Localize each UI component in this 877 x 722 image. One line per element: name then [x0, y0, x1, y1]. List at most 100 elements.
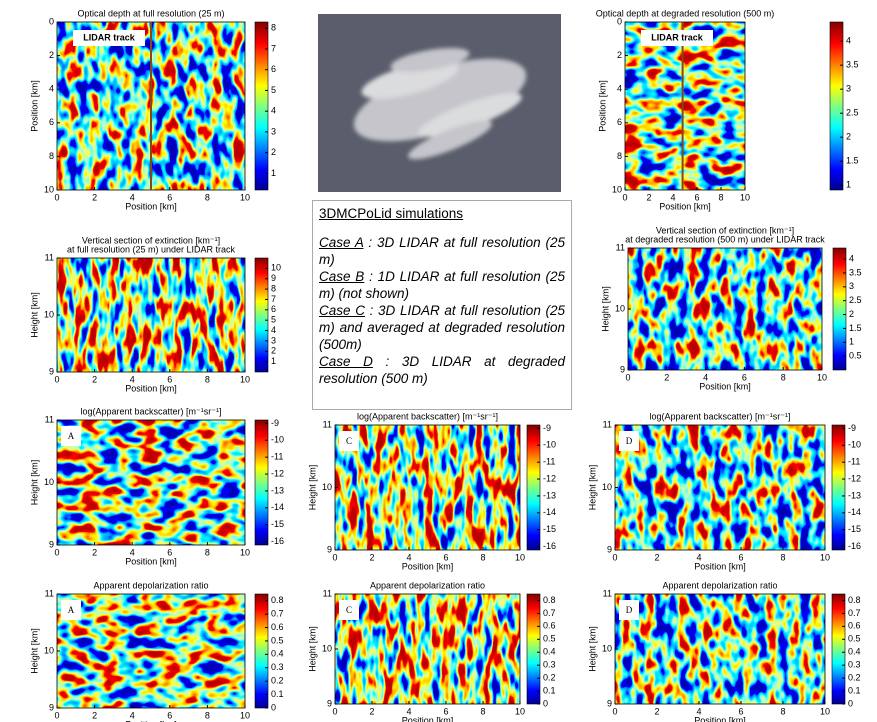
colorbar-tick-label: 1	[271, 168, 276, 178]
x-axis-label: Position [km]	[659, 201, 711, 211]
chart-title: Optical depth at degraded resolution (50…	[596, 8, 775, 18]
x-tick-label: 8	[781, 372, 786, 382]
x-tick-label: 10	[515, 706, 525, 716]
x-tick-label: 2	[92, 192, 97, 202]
colorbar-tick-label: 1	[849, 337, 854, 347]
x-tick-label: 4	[130, 192, 135, 202]
colorbar-tick-label: 1	[846, 180, 851, 190]
y-tick-label: 4	[49, 84, 54, 94]
x-tick-label: 10	[240, 374, 250, 384]
colorbar	[254, 419, 269, 546]
x-tick-label: 6	[738, 706, 743, 716]
colorbar-tick-label: 3	[271, 126, 276, 136]
colorbar-tick-label: 0.5	[849, 351, 862, 361]
colorbar	[254, 593, 269, 709]
colorbar-tick-label: 10	[271, 263, 281, 273]
x-tick-label: 6	[694, 192, 699, 202]
colorbar	[831, 424, 846, 551]
y-tick-label: 11	[45, 588, 54, 598]
chart-title: Vertical section of extinction [km⁻¹]	[82, 235, 220, 245]
colorbar-tick-label: 2	[271, 147, 276, 157]
colorbar-tick-label: 1.5	[849, 323, 862, 333]
colorbar-tick-label: 0.6	[848, 621, 861, 631]
y-tick-label: 11	[45, 414, 54, 424]
y-axis-label: Height [km]	[307, 626, 317, 672]
x-tick-label: 2	[654, 706, 659, 716]
y-tick-label: 10	[602, 482, 612, 492]
heatmap-image	[625, 22, 745, 190]
heatmap-image	[615, 425, 825, 550]
x-tick-label: 0	[54, 547, 59, 557]
y-tick-label: 8	[617, 151, 622, 161]
plot-frame	[624, 21, 746, 191]
cloud-render	[318, 14, 561, 192]
colorbar-tick-label: -9	[848, 423, 856, 433]
x-tick-label: 4	[130, 374, 135, 384]
simulation-box: 3DMCPoLid simulations Case A : 3D LIDAR …	[312, 200, 572, 410]
colorbar-tick-label: -11	[848, 457, 860, 467]
x-tick-label: 4	[696, 552, 701, 562]
colorbar-tick-label: 0.5	[848, 634, 861, 644]
x-tick-label: 2	[369, 706, 374, 716]
colorbar-tick-label: 0.3	[543, 660, 556, 670]
x-tick-label: 0	[612, 706, 617, 716]
y-tick-label: 6	[617, 117, 622, 127]
y-tick-label: 6	[49, 117, 54, 127]
chart-subtitle: at degraded resolution (500 m) under LID…	[625, 234, 825, 244]
y-tick-label: 11	[45, 252, 54, 262]
chart-title: Apparent depolarization ratio	[93, 580, 208, 590]
colorbar-tick-label: -15	[543, 524, 556, 534]
colorbar	[254, 21, 269, 191]
x-tick-label: 10	[240, 192, 250, 202]
x-tick-label: 2	[654, 552, 659, 562]
x-tick-label: 8	[480, 552, 485, 562]
x-tick-label: 0	[332, 552, 337, 562]
colorbar-tick-label: -9	[271, 418, 279, 428]
x-tick-label: 10	[820, 552, 830, 562]
colorbar-tick-label: -15	[848, 524, 861, 534]
case-text: : 3D LIDAR at full resolution (25 m)	[319, 235, 565, 267]
colorbar-tick-label: 2.5	[849, 295, 862, 305]
colorbar-tick-label: 0.1	[848, 685, 861, 695]
y-tick-label: 11	[603, 588, 612, 598]
x-axis-label: Position [km]	[125, 383, 177, 393]
y-tick-label: 0	[49, 16, 54, 26]
colorbar-tick-label: 0.2	[271, 676, 284, 686]
colorbar-tick-label: 3.5	[849, 267, 862, 277]
colorbar-tick-label: 9	[271, 273, 276, 283]
x-tick-label: 4	[406, 706, 411, 716]
annotation: A	[68, 431, 75, 441]
y-tick-label: 9	[49, 539, 54, 549]
x-tick-label: 4	[696, 706, 701, 716]
x-tick-label: 4	[703, 372, 708, 382]
colorbar-tick-label: 0.6	[543, 621, 556, 631]
x-tick-label: 8	[205, 710, 210, 720]
x-tick-label: 8	[480, 706, 485, 716]
colorbar-tick-label: -16	[271, 536, 284, 546]
y-tick-label: 9	[49, 366, 54, 376]
chart-title: Optical depth at full resolution (25 m)	[77, 8, 224, 18]
case-label: Case B	[319, 269, 365, 284]
colorbar-tick-label: -14	[848, 507, 861, 517]
y-tick-label: 9	[607, 544, 612, 554]
colorbar-tick-label: 1.5	[846, 156, 859, 166]
x-tick-label: 4	[670, 192, 675, 202]
chart-title: Vertical section of extinction [km⁻¹]	[656, 225, 794, 235]
x-tick-label: 4	[130, 710, 135, 720]
case: Case C : 3D LIDAR at full resolution (25…	[319, 302, 565, 353]
y-tick-label: 11	[323, 419, 332, 429]
colorbar-tick-label: -10	[543, 440, 556, 450]
chart-title: Apparent depolarization ratio	[662, 580, 777, 590]
y-tick-label: 8	[49, 151, 54, 161]
x-tick-label: 10	[515, 552, 525, 562]
colorbar-tick-label: 4	[271, 106, 276, 116]
colorbar-tick-label: 0.3	[848, 660, 861, 670]
colorbar-tick-label: 0.3	[271, 662, 284, 672]
annotation: LIDAR track	[83, 32, 136, 42]
x-tick-label: 8	[205, 547, 210, 557]
colorbar-tick-label: 0.8	[271, 595, 284, 605]
heatmap-image	[57, 420, 245, 545]
colorbar-tick-label: 5	[271, 315, 276, 325]
